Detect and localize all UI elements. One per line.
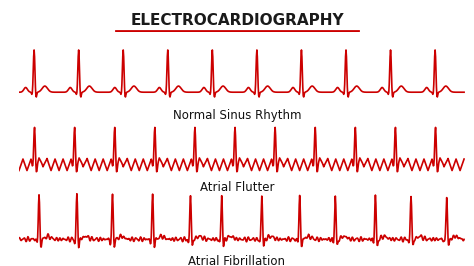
Text: Normal Sinus Rhythm: Normal Sinus Rhythm — [173, 109, 301, 122]
Text: ELECTROCARDIOGRAPHY: ELECTROCARDIOGRAPHY — [130, 13, 344, 28]
Text: Atrial Flutter: Atrial Flutter — [200, 181, 274, 194]
Text: Atrial Fibrillation: Atrial Fibrillation — [189, 255, 285, 266]
